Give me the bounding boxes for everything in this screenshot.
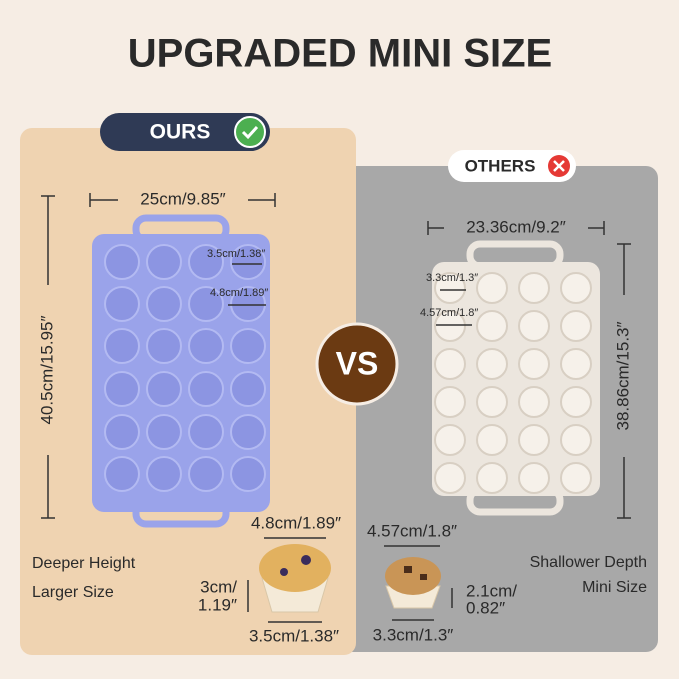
tray-cup xyxy=(146,286,182,322)
others-muffin-top: 4.57cm/1.8″ xyxy=(367,521,457,540)
tray-cup xyxy=(560,462,592,494)
others-feature: Shallower Depth xyxy=(530,554,647,571)
ours-feature: Deeper Height xyxy=(32,555,136,572)
others-badge xyxy=(448,150,576,182)
tray-cup xyxy=(560,310,592,342)
tray-cup xyxy=(560,386,592,418)
tray-cup xyxy=(476,310,508,342)
tray-cup xyxy=(476,386,508,418)
tray-cup xyxy=(104,286,140,322)
tray-cup xyxy=(146,414,182,450)
tray-cup xyxy=(230,414,266,450)
others-height: 38.86cm/15.3″ xyxy=(613,321,632,430)
tray-cup xyxy=(230,244,266,280)
ours-badge-text: OURS xyxy=(150,121,211,144)
ours-muffin-bottom: 3.5cm/1.38″ xyxy=(249,626,339,645)
tray-cup xyxy=(560,272,592,304)
tray-cup xyxy=(518,462,550,494)
others-muffin-bottom: 3.3cm/1.3″ xyxy=(373,625,454,644)
others-feature: Mini Size xyxy=(582,579,647,596)
tray-cup xyxy=(188,286,224,322)
tray-cup xyxy=(434,386,466,418)
others-cup-outer: 4.57cm/1.8″ xyxy=(420,307,478,319)
tray-cup xyxy=(230,456,266,492)
ours-tray xyxy=(92,214,270,528)
tray-cup xyxy=(104,414,140,450)
chocolate-chip xyxy=(404,566,412,573)
tray-cup xyxy=(434,272,466,304)
label-bg xyxy=(36,285,60,455)
tray-cup xyxy=(434,462,466,494)
check-mark xyxy=(241,125,259,140)
tray-cup xyxy=(104,244,140,280)
tray-cup xyxy=(146,328,182,364)
blueberry xyxy=(280,568,288,576)
tray-cup xyxy=(146,244,182,280)
chocolate-chip xyxy=(420,574,427,580)
ours-muffin-height: 1.19″ xyxy=(198,595,237,614)
blueberry xyxy=(301,555,311,565)
ours-badge xyxy=(100,113,270,151)
tray-cup xyxy=(560,348,592,380)
tray-cup xyxy=(518,386,550,418)
tray-cup xyxy=(434,424,466,456)
others-width: 23.36cm/9.2″ xyxy=(466,217,566,236)
tray-cup xyxy=(518,348,550,380)
vs-text: VS xyxy=(336,345,379,381)
others-cup-inner: 3.3cm/1.3″ xyxy=(426,272,478,284)
tray-cup xyxy=(518,310,550,342)
others-muffin-height: 0.82″ xyxy=(466,598,505,617)
others-tray xyxy=(432,240,600,516)
tray-cup xyxy=(476,272,508,304)
tray-cup xyxy=(104,328,140,364)
tray-cup xyxy=(146,456,182,492)
title: UPGRADED MINI SIZE xyxy=(128,32,552,76)
ours-height: 40.5cm/15.95″ xyxy=(37,315,56,424)
tray-cup xyxy=(188,328,224,364)
tray-body xyxy=(432,262,600,496)
tray-cup xyxy=(476,348,508,380)
tray-cup xyxy=(188,371,224,407)
others-badge-text: OTHERS xyxy=(465,156,536,175)
vs-circle xyxy=(315,322,399,406)
tray-cup xyxy=(476,424,508,456)
ours-width: 25cm/9.85″ xyxy=(140,189,225,208)
tray-cup xyxy=(104,371,140,407)
label-bg xyxy=(612,295,636,457)
ours-muffin-height: 3cm/ xyxy=(200,577,237,596)
tray-cup xyxy=(188,456,224,492)
label-bg xyxy=(118,188,248,212)
tray-cup xyxy=(230,371,266,407)
tray-cup xyxy=(104,456,140,492)
ours-feature: Larger Size xyxy=(32,584,114,601)
tray-cup xyxy=(518,272,550,304)
tray-cup xyxy=(560,424,592,456)
others-muffin-height: 2.1cm/ xyxy=(466,581,517,600)
muffin-top xyxy=(385,557,441,595)
check-icon xyxy=(234,116,266,148)
ours-cup-outer: 4.8cm/1.89″ xyxy=(210,287,268,299)
tray-cup xyxy=(230,328,266,364)
label-bg xyxy=(444,216,588,240)
tray-cup xyxy=(518,424,550,456)
tray-cup xyxy=(146,371,182,407)
muffin-top xyxy=(259,544,331,592)
tray-cup xyxy=(230,286,266,322)
ours-cup-inner: 3.5cm/1.38″ xyxy=(207,248,265,260)
tray-cup xyxy=(434,348,466,380)
x-mark xyxy=(553,160,565,172)
ours-muffin-top: 4.8cm/1.89″ xyxy=(251,513,341,532)
tray-cup xyxy=(188,244,224,280)
tray-cup xyxy=(188,414,224,450)
tray-cup xyxy=(476,462,508,494)
tray-cup xyxy=(434,310,466,342)
